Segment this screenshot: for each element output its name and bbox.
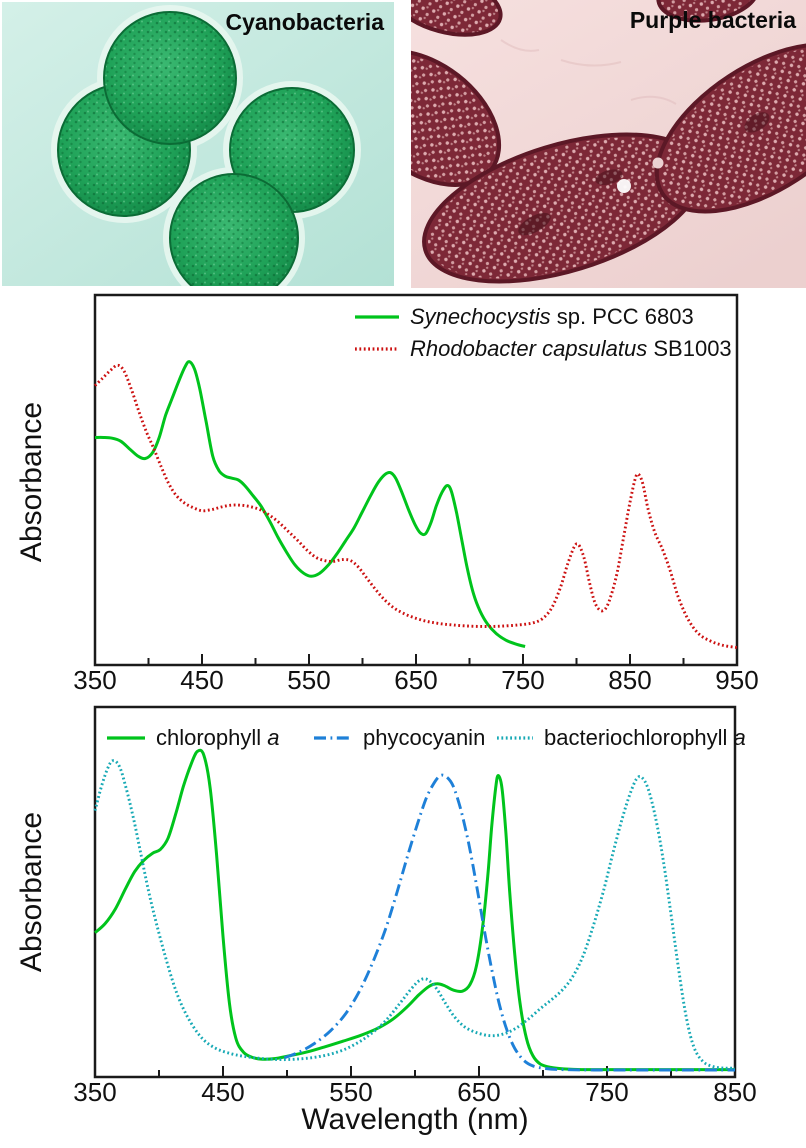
legend-label-rhodobacter: Rhodobacter capsulatus SB1003	[410, 336, 732, 361]
bright-inclusion	[617, 179, 631, 193]
x-tick-label: 950	[715, 665, 758, 695]
purple-bacteria-cell	[654, 42, 806, 214]
series-curve-bacteriochlorophyll-a	[93, 759, 736, 1070]
legend-line-synechocystis	[355, 315, 399, 319]
x-tick-label: 450	[180, 665, 223, 695]
legend-entry-chlorophyll-a: chlorophyll a	[106, 723, 280, 753]
chart2-x-axis-title: Wavelength (nm)	[301, 1103, 529, 1136]
x-tick-label: 850	[608, 665, 651, 695]
chart2-y-axis-title: Absorbance	[15, 811, 48, 973]
cyanobacteria-cells	[57, 11, 355, 286]
x-tick-label: 350	[73, 1077, 116, 1107]
x-tick-label: 850	[713, 1077, 756, 1107]
cyanobacteria-photo: Cyanobacteria	[2, 2, 394, 286]
series-curve-chlorophyll-a	[94, 748, 735, 1072]
plot-frame	[93, 293, 739, 667]
legend-line-chlorophyll-a	[107, 736, 145, 740]
legend-line-bacteriochlorophyll-a	[497, 736, 533, 740]
x-tick-label: 750	[585, 1077, 628, 1107]
chart1-legend: Synechocystis sp. PCC 6803 Rhodobacter c…	[354, 301, 732, 365]
x-tick-label: 650	[457, 1077, 500, 1107]
purple-bacteria-photo: Purple bacteria	[411, 0, 806, 288]
purple-bacteria-label: Purple bacteria	[629, 7, 796, 33]
series-curve-rhodobacter-capsulatus-sb1003	[93, 363, 738, 650]
x-tick-label: 650	[394, 665, 437, 695]
x-tick-label: 550	[329, 1077, 372, 1107]
chart1-y-axis-title: Absorbance	[15, 401, 48, 563]
legend-entry-phycocyanin: phycocyanin	[313, 723, 485, 753]
pigment-spectra-chart: 350 450 550 650 750 850	[73, 705, 757, 1107]
bright-inclusion	[652, 157, 664, 169]
legend-entry-bacteriochlorophyll-a: bacteriochlorophyll a	[496, 723, 746, 753]
series-curve-phycocyanin	[283, 773, 735, 1072]
purple-bacteria-cell	[411, 0, 503, 37]
cyanobacteria-micrograph	[2, 2, 394, 286]
legend-label-bacteriochlorophyll-a: bacteriochlorophyll a	[544, 725, 746, 750]
cyanobacteria-cell	[103, 11, 237, 145]
purple-bacteria-cell	[422, 132, 704, 284]
x-tick-label: 450	[201, 1077, 244, 1107]
plot-frame	[93, 705, 737, 1079]
legend-label-synechocystis: Synechocystis sp. PCC 6803	[410, 304, 694, 329]
cyanobacteria-cell	[169, 173, 299, 286]
purple-bacteria-cell	[656, 0, 760, 23]
legend-line-rhodobacter	[355, 347, 399, 351]
x-tick-label: 350	[73, 665, 116, 695]
purple-bacteria-cells	[411, 0, 806, 284]
legend-label-chlorophyll-a: chlorophyll a	[156, 725, 280, 750]
purple-bacteria-micrograph	[411, 0, 806, 288]
legend-line-phycocyanin	[314, 736, 352, 740]
x-tick-label: 750	[501, 665, 544, 695]
series-curve-synechocystis-sp-pcc-6803	[94, 360, 526, 648]
legend-label-phycocyanin: phycocyanin	[363, 725, 486, 750]
cyanobacteria-label: Cyanobacteria	[225, 9, 384, 35]
legend-entry-rhodobacter: Rhodobacter capsulatus SB1003	[354, 333, 732, 365]
background-texture	[500, 39, 677, 105]
whole-cell-spectra-chart: 350 450 550 650 750 850 950	[73, 293, 759, 695]
x-tick-label: 550	[287, 665, 330, 695]
legend-entry-synechocystis: Synechocystis sp. PCC 6803	[354, 301, 732, 333]
